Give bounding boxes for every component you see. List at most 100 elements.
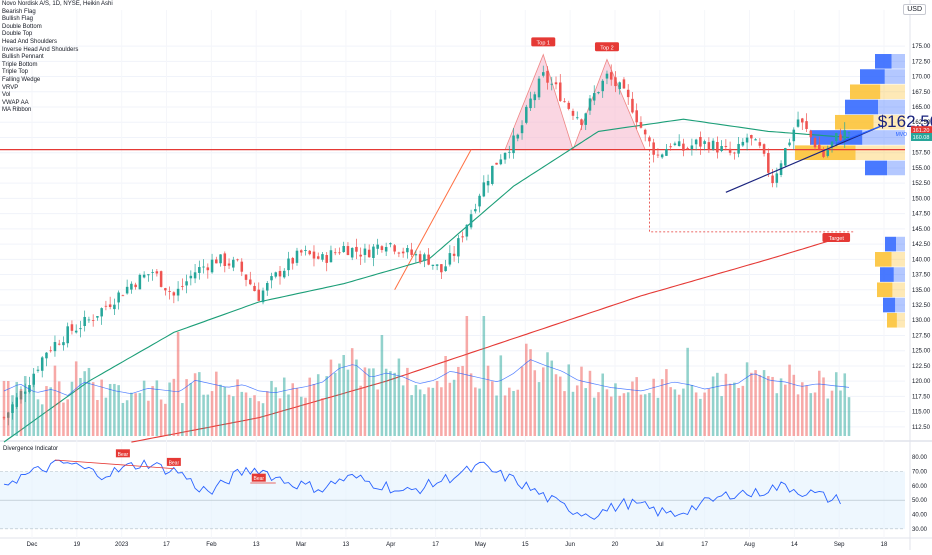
bear-divergence-line: [54, 459, 174, 470]
legend-item[interactable]: Bullish Flag: [2, 16, 34, 23]
candle-body: [546, 70, 549, 83]
legend-item[interactable]: Head And Shoulders: [2, 38, 58, 45]
volume-bar: [580, 366, 583, 436]
volume-bar: [588, 370, 592, 436]
candle-body: [151, 272, 154, 273]
candle-body: [796, 119, 800, 127]
volume-bar: [70, 381, 74, 436]
volume-bar: [227, 394, 231, 436]
volume-bar: [465, 316, 469, 436]
volume-bar: [265, 391, 269, 436]
legend-item[interactable]: MA Ribbon: [2, 107, 32, 114]
candle-body: [767, 153, 770, 173]
volume-bar: [839, 390, 842, 436]
candle-body: [830, 141, 834, 148]
legend-item[interactable]: Double Top: [2, 31, 33, 38]
volume-bar: [843, 373, 847, 436]
legend-item[interactable]: Triple Bottom: [2, 61, 38, 68]
volume-bar: [448, 382, 452, 436]
legend-item[interactable]: VWAP AA: [2, 99, 29, 106]
vrvp-bar-up: [885, 236, 896, 252]
candle-body: [478, 195, 481, 207]
volume-bar: [96, 399, 99, 436]
candle-body: [762, 144, 766, 154]
candle-body: [176, 288, 180, 296]
candle-body: [321, 254, 324, 260]
volume-bar: [380, 335, 384, 436]
candle-body: [384, 246, 388, 252]
indicator-tick-label: 50.00: [912, 498, 928, 504]
volume-bar: [232, 396, 235, 436]
volume-bar: [796, 394, 800, 436]
volume-bar: [6, 381, 10, 436]
volume-bar: [554, 374, 558, 436]
candle-body: [265, 283, 269, 291]
volume-bar: [707, 388, 711, 436]
volume-bar: [316, 374, 320, 436]
candle-body: [62, 342, 65, 346]
candle-body: [410, 249, 413, 255]
legend-item[interactable]: Bearish Flag: [2, 8, 36, 15]
volume-bar: [830, 390, 834, 436]
price-tick-label: 127.50: [912, 333, 931, 339]
volume-bar: [486, 365, 490, 436]
legend-item[interactable]: Triple Top: [2, 69, 29, 76]
candle-body: [393, 245, 396, 252]
legend-item[interactable]: Falling Wedge: [2, 76, 41, 83]
time-tick-label: 17: [163, 542, 170, 548]
volume-bar: [431, 387, 435, 436]
candle-body: [499, 159, 503, 165]
volume-bar: [724, 373, 728, 436]
vrvp-bar-down: [878, 99, 905, 115]
candle-body: [614, 77, 617, 87]
legend-item[interactable]: Vol: [2, 92, 11, 99]
volume-bar: [775, 393, 779, 436]
time-tick-label: Dec: [27, 542, 38, 548]
candle-body: [185, 281, 188, 286]
candle-body: [32, 373, 35, 385]
volume-bar: [592, 397, 596, 436]
volume-bar: [648, 392, 651, 436]
volume-bar: [15, 381, 19, 436]
vrvp-bar-up: [883, 297, 896, 313]
vrvp-bar-down: [895, 297, 905, 313]
price-tick-label: 155.00: [912, 166, 931, 172]
volume-bar: [656, 397, 660, 436]
legend-item[interactable]: VRVP: [2, 84, 19, 91]
volume-bar: [660, 379, 664, 436]
time-tick-label: 17: [432, 542, 439, 548]
volume-bar: [312, 384, 316, 436]
candle-body: [677, 141, 681, 147]
time-tick-label: Aug: [744, 542, 755, 548]
time-tick-label: 13: [343, 542, 350, 548]
candle-body: [542, 72, 545, 76]
candle-body: [482, 182, 486, 197]
volume-bar: [537, 382, 541, 436]
volume-bar: [516, 389, 520, 436]
price-tick-label: 147.50: [912, 212, 931, 218]
indicator-tick-label: 30.00: [912, 527, 928, 533]
currency-badge[interactable]: USD: [903, 4, 926, 15]
candle-body: [350, 247, 354, 258]
legend-item[interactable]: Bullish Pennant: [2, 54, 44, 61]
volume-bar: [253, 395, 256, 436]
candle-body: [491, 165, 494, 184]
volume-bar: [291, 383, 295, 436]
volume-bar: [91, 382, 95, 436]
candle-body: [737, 143, 740, 154]
volume-bar: [711, 376, 715, 436]
candle-body: [461, 236, 464, 238]
volume-bar: [457, 366, 460, 436]
candle-body: [525, 106, 528, 123]
time-tick-label: 13: [253, 542, 260, 548]
legend-item[interactable]: Double Bottom: [2, 23, 42, 30]
candle-body: [36, 369, 40, 371]
volume-bar: [575, 385, 579, 436]
legend-item[interactable]: Inverse Head And Shoulders: [2, 46, 79, 53]
candle-body: [754, 139, 757, 141]
candle-body: [206, 267, 210, 271]
volume-bar: [125, 400, 129, 436]
candle-body: [376, 244, 379, 249]
